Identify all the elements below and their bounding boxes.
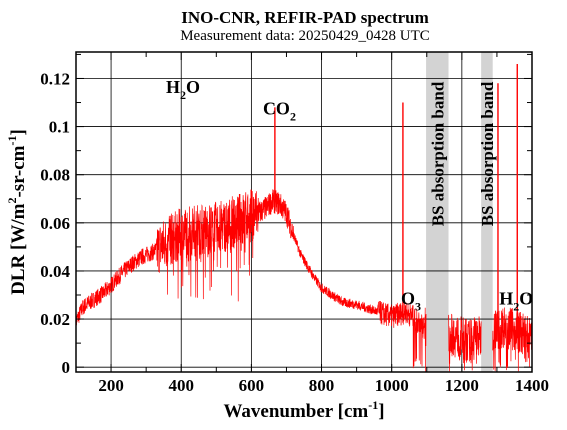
y-tick-label-0: 0: [62, 358, 71, 377]
absorption-band-1: [426, 52, 449, 372]
annotation-base: H: [166, 77, 180, 97]
annotation-sub: 2: [513, 300, 519, 314]
y-axis-label-part1: DLR [W/m: [8, 203, 29, 294]
y-axis-label-close: ]: [8, 129, 29, 135]
x-tick-label-2: 600: [239, 376, 265, 395]
y-tick-label-5: 0.1: [49, 118, 70, 137]
axis-ticks: 200 400 600 800 1000 1200 1400 0 0.02 0.04 0.06 0.0…: [40, 52, 549, 395]
x-tick-label-5: 1200: [445, 376, 479, 395]
annotation-2: CO2: [263, 99, 296, 124]
y-axis-label-part2: -sr-cm: [8, 145, 29, 197]
series-line-dlr: [75, 189, 533, 372]
x-axis-label-close: ]: [378, 401, 384, 422]
y-tick-label-3: 0.06: [40, 214, 70, 233]
annotation-sub: 2: [290, 110, 296, 124]
plot-background: [76, 52, 532, 372]
y-tick-label-2: 0.04: [40, 262, 70, 281]
y-tick-label-4: 0.08: [40, 166, 70, 185]
x-tick-label-4: 1000: [375, 376, 409, 395]
y-axis-label: DLR [W/m2-sr-cm-1]: [5, 129, 29, 295]
x-axis-label-sup: -1: [368, 398, 378, 412]
annotation-4: H2O: [499, 289, 533, 314]
annotation-3: O3: [401, 289, 421, 314]
annotation-base: O: [401, 289, 415, 309]
x-axis-label: Wavenumber [cm-1]: [223, 398, 384, 422]
chart-subtitle: Measurement data: 20250429_0428 UTC: [180, 28, 430, 44]
x-tick-label-1: 400: [168, 376, 194, 395]
annotation-base: H: [499, 289, 513, 309]
x-axis-label-main: Wavenumber [cm: [223, 401, 368, 422]
annotation-tail: O: [186, 77, 200, 97]
annotation-1: H2O: [166, 77, 200, 102]
y-tick-label-1: 0.02: [40, 310, 70, 329]
annotation-sub: 2: [180, 88, 186, 102]
y-axis-label-sup2: -1: [5, 135, 19, 145]
annotation-sub: 3: [415, 300, 421, 314]
annotation-tail: O: [519, 289, 533, 309]
y-tick-label-6: 0.12: [40, 69, 70, 88]
absorption-band-label-2: BS absorption band: [478, 81, 497, 226]
x-tick-label-3: 800: [309, 376, 335, 395]
plot-frame: [75, 51, 533, 373]
y-axis-label-sup1: 2: [5, 198, 19, 204]
x-tick-label-0: 200: [98, 376, 124, 395]
x-tick-label-6: 1400: [515, 376, 549, 395]
chart-title: INO-CNR, REFIR-PAD spectrum: [181, 8, 429, 27]
series-group: [75, 64, 533, 372]
absorption-bands: BS absorption band BS absorption band: [426, 52, 497, 372]
annotation-base: CO: [263, 99, 290, 119]
absorption-band-2: [481, 52, 493, 372]
grid-lines: [76, 52, 532, 372]
absorption-band-label-1: BS absorption band: [428, 81, 447, 226]
